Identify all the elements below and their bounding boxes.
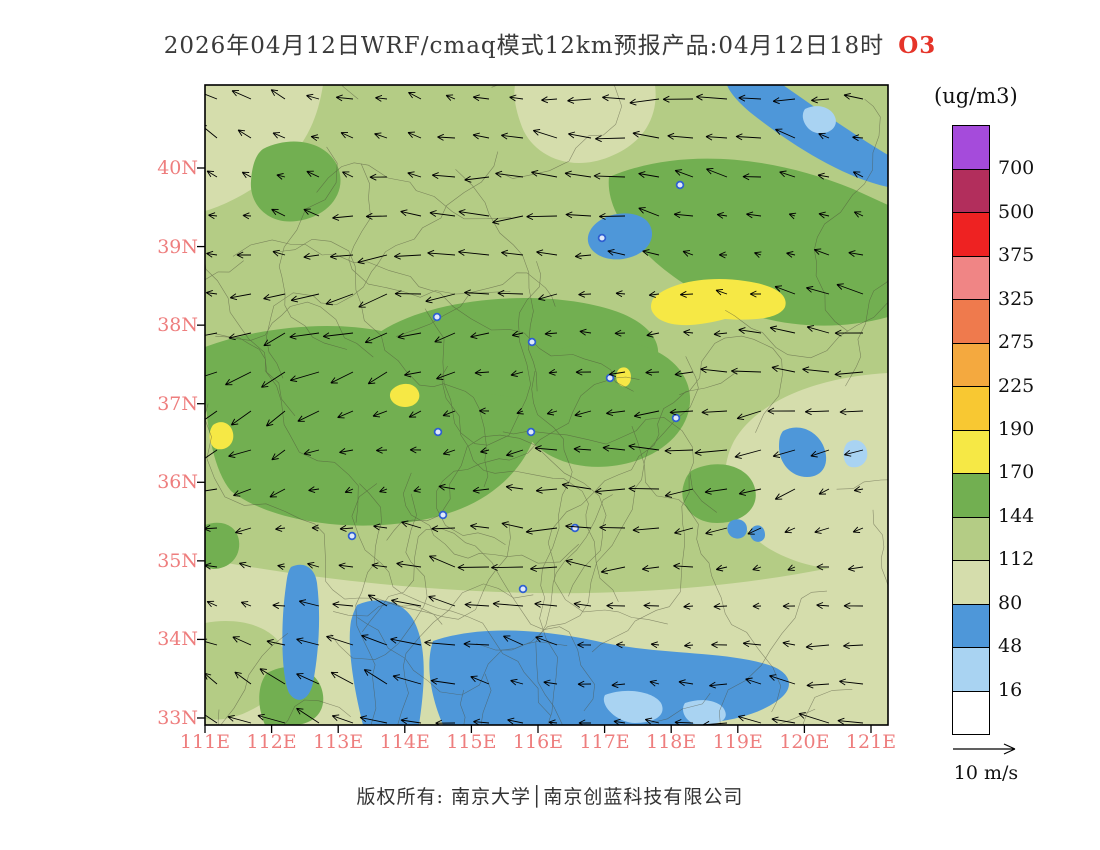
colorbar-segment [953, 429, 989, 473]
colorbar-segment [953, 473, 989, 517]
lon-tick-label: 112E [246, 731, 297, 753]
lon-tick-label: 115E [446, 731, 497, 753]
lon-tick-label: 113E [313, 731, 364, 753]
title-text: 2026年04月12日WRF/cmaq模式12km预报产品:04月12日18时 [163, 33, 885, 59]
wind-legend: 10 m/s [946, 740, 1026, 784]
wind-legend-label: 10 m/s [953, 762, 1019, 784]
colorbar-segment [953, 647, 989, 691]
colorbar-boundary-label: 375 [998, 244, 1035, 267]
city-markers [347, 180, 685, 594]
lon-tick-label: 118E [646, 731, 697, 753]
colorbar-segment [953, 299, 989, 343]
lat-tick-label: 39N [157, 235, 198, 258]
lon-tick-label: 120E [779, 731, 830, 753]
wind-vectors [205, 89, 864, 725]
colorbar-segment [953, 603, 989, 647]
colorbar-boundary-label: 500 [998, 200, 1035, 223]
forecast-map-svg [197, 84, 889, 733]
colorbar-boundary-label: 144 [998, 504, 1035, 527]
lon-tick-label: 117E [579, 731, 630, 753]
lon-tick-label: 121E [845, 731, 897, 753]
axis-ticks [197, 167, 872, 733]
page-title: 2026年04月12日WRF/cmaq模式12km预报产品:04月12日18时 O… [0, 26, 1100, 60]
colorbar-boundary-label: 16 [998, 678, 1023, 701]
lat-axis-labels: 40N 39N 38N 37N 36N 35N 34N 33N [140, 85, 198, 745]
map-frame [204, 84, 889, 726]
colorbar-labels: 700 500 375 325 275 225 190 170 144 112 80 48 16 [998, 125, 1058, 745]
lat-tick-label: 33N [157, 706, 198, 729]
lat-tick-label: 38N [157, 314, 198, 337]
forecast-map [197, 84, 889, 733]
lon-tick-label: 119E [712, 731, 763, 753]
colorbar-boundary-label: 190 [998, 418, 1035, 440]
colorbar-boundary-label: 275 [998, 331, 1035, 354]
lon-axis-labels: 111E 112E 113E 114E 115E 116E 117E 118E 119E 120E… [180, 731, 896, 757]
colorbar-boundary-label: 225 [998, 374, 1035, 397]
colorbar-segment [953, 342, 989, 386]
footer-copyright: 版权所有: 南京大学│南京创蓝科技有限公司 [356, 786, 744, 808]
lat-tick-label: 36N [157, 471, 198, 494]
colorbar-boundary-label: 48 [998, 635, 1023, 658]
lat-tick-label: 35N [157, 549, 198, 572]
colorbar-unit: (ug/m3) [934, 84, 1018, 108]
title-pollutant: O3 [898, 32, 937, 59]
lon-tick-label: 114E [379, 731, 430, 753]
colorbar-segment [953, 212, 989, 256]
lat-tick-label: 37N [157, 392, 198, 415]
lon-tick-label: 116E [512, 731, 564, 753]
colorbar-boundary-label: 170 [998, 461, 1035, 484]
colorbar-segment [953, 168, 989, 212]
colorbar-boundary-label: 325 [998, 287, 1035, 310]
colorbar-boundary-label: 80 [998, 591, 1023, 614]
colorbar-boundary-label: 700 [998, 157, 1035, 180]
contour-regions [205, 85, 888, 725]
colorbar-segment [953, 386, 989, 430]
colorbar-segment [953, 690, 989, 734]
colorbar [952, 125, 990, 735]
colorbar-segment [953, 560, 989, 604]
colorbar-segment [953, 126, 989, 169]
lat-tick-label: 34N [157, 628, 198, 651]
wind-scale-arrow-icon [953, 743, 1016, 755]
colorbar-boundary-label: 112 [998, 548, 1035, 571]
lon-tick-label: 111E [179, 731, 231, 753]
colorbar-segment [953, 516, 989, 560]
colorbar-segment [953, 255, 989, 299]
lat-tick-label: 40N [157, 157, 198, 179]
